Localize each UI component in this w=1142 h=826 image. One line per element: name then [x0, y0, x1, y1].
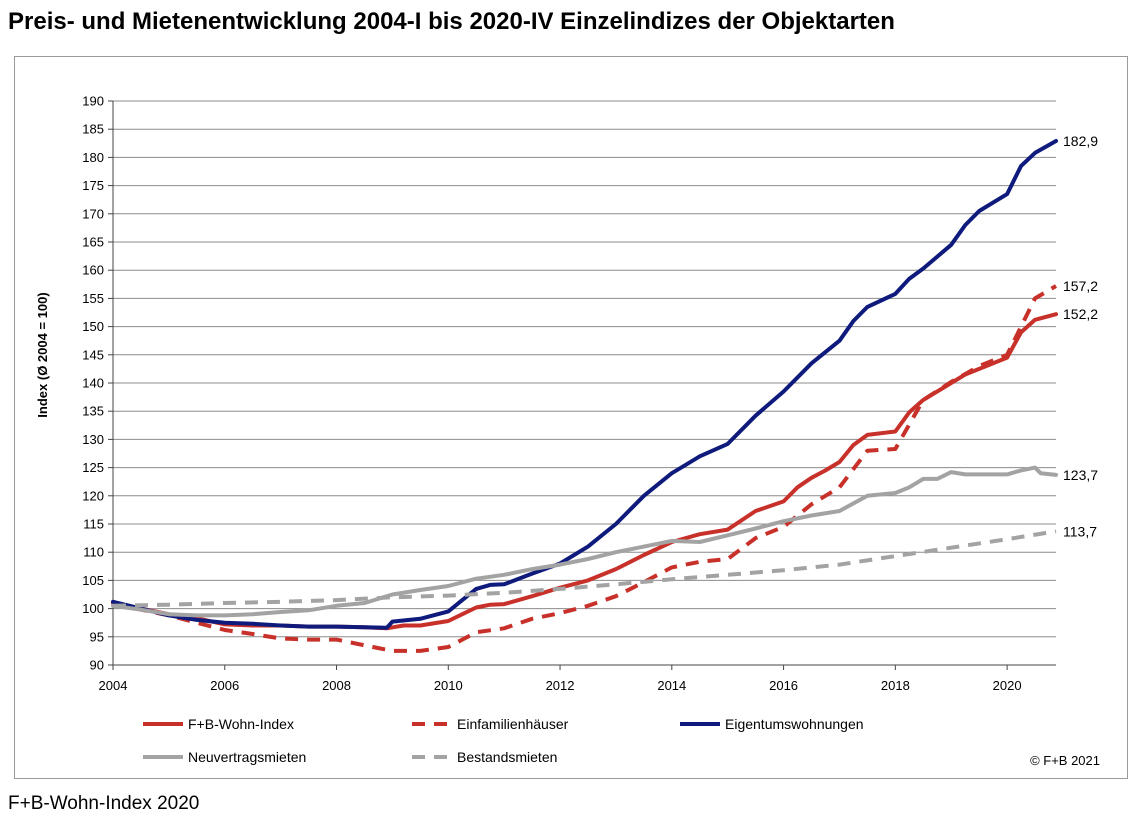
end-label-eigentumswohnungen: 182,9	[1063, 133, 1098, 149]
y-tick-label-140: 140	[82, 376, 104, 391]
legend-label-bestandsmieten: Bestandsmieten	[457, 749, 557, 765]
y-tick-label-185: 185	[82, 122, 104, 137]
y-tick-label-125: 125	[82, 460, 104, 475]
x-tick-label-2006: 2006	[210, 678, 239, 693]
y-tick-label-120: 120	[82, 488, 104, 503]
end-label-einfamilienhaeuser: 157,2	[1063, 278, 1098, 294]
y-tick-label-110: 110	[83, 545, 104, 560]
y-tick-label-100: 100	[82, 601, 104, 616]
y-tick-label-130: 130	[82, 432, 104, 447]
y-tick-label-165: 165	[82, 235, 104, 250]
y-tick-label-105: 105	[82, 573, 104, 588]
y-tick-label-145: 145	[82, 347, 104, 362]
series-line-f-b-wohn-index	[111, 312, 1058, 631]
x-tick-label-2008: 2008	[322, 678, 351, 693]
y-tick-label-170: 170	[82, 206, 104, 221]
x-tick-label-2016: 2016	[769, 678, 798, 693]
y-tick-label-180: 180	[82, 150, 104, 165]
copyright-note: © F+B 2021	[1030, 753, 1100, 768]
figure-caption: F+B-Wohn-Index 2020	[8, 793, 200, 814]
x-tick-label-2004: 2004	[99, 678, 128, 693]
y-tick-label-155: 155	[82, 291, 104, 306]
x-tick-label-2014: 2014	[657, 678, 686, 693]
y-tick-label-90: 90	[90, 658, 104, 673]
x-tick-label-2020: 2020	[993, 678, 1022, 693]
series-line-einfamilienhaeuser	[112, 284, 1058, 653]
series-line-eigentumswohnungen	[111, 139, 1058, 630]
y-tick-label-135: 135	[82, 404, 104, 419]
y-tick-label-95: 95	[90, 629, 104, 644]
page-title: Preis- und Mietenentwicklung 2004-I bis …	[8, 8, 895, 35]
y-tick-label-160: 160	[82, 263, 104, 278]
x-tick-label-2018: 2018	[881, 678, 910, 693]
x-tick-label-2012: 2012	[546, 678, 575, 693]
legend-label-eigentumswohnungen: Eigentumswohnungen	[725, 716, 864, 732]
chart-frame	[14, 56, 1128, 779]
legend-label-neuvertragsmieten: Neuvertragsmieten	[188, 749, 306, 765]
y-tick-label-150: 150	[82, 319, 104, 334]
end-label-f-b-wohn-index: 152,2	[1063, 306, 1098, 322]
legend-label-einfamilienhaeuser: Einfamilienhäuser	[457, 716, 569, 732]
y-axis-label: Index (Ø 2004 = 100)	[35, 292, 50, 417]
y-tick-label-190: 190	[82, 94, 104, 109]
legend-label-f-b-wohn-index: F+B-Wohn-Index	[188, 716, 294, 732]
series-line-neuvertragsmieten	[111, 465, 1058, 618]
end-label-bestandsmieten: 113,7	[1063, 523, 1097, 539]
x-tick-label-2010: 2010	[434, 678, 463, 693]
y-tick-label-175: 175	[82, 178, 104, 193]
end-label-neuvertragsmieten: 123,7	[1063, 467, 1098, 483]
y-tick-label-115: 115	[83, 517, 104, 532]
series-line-bestandsmieten	[112, 529, 1057, 608]
